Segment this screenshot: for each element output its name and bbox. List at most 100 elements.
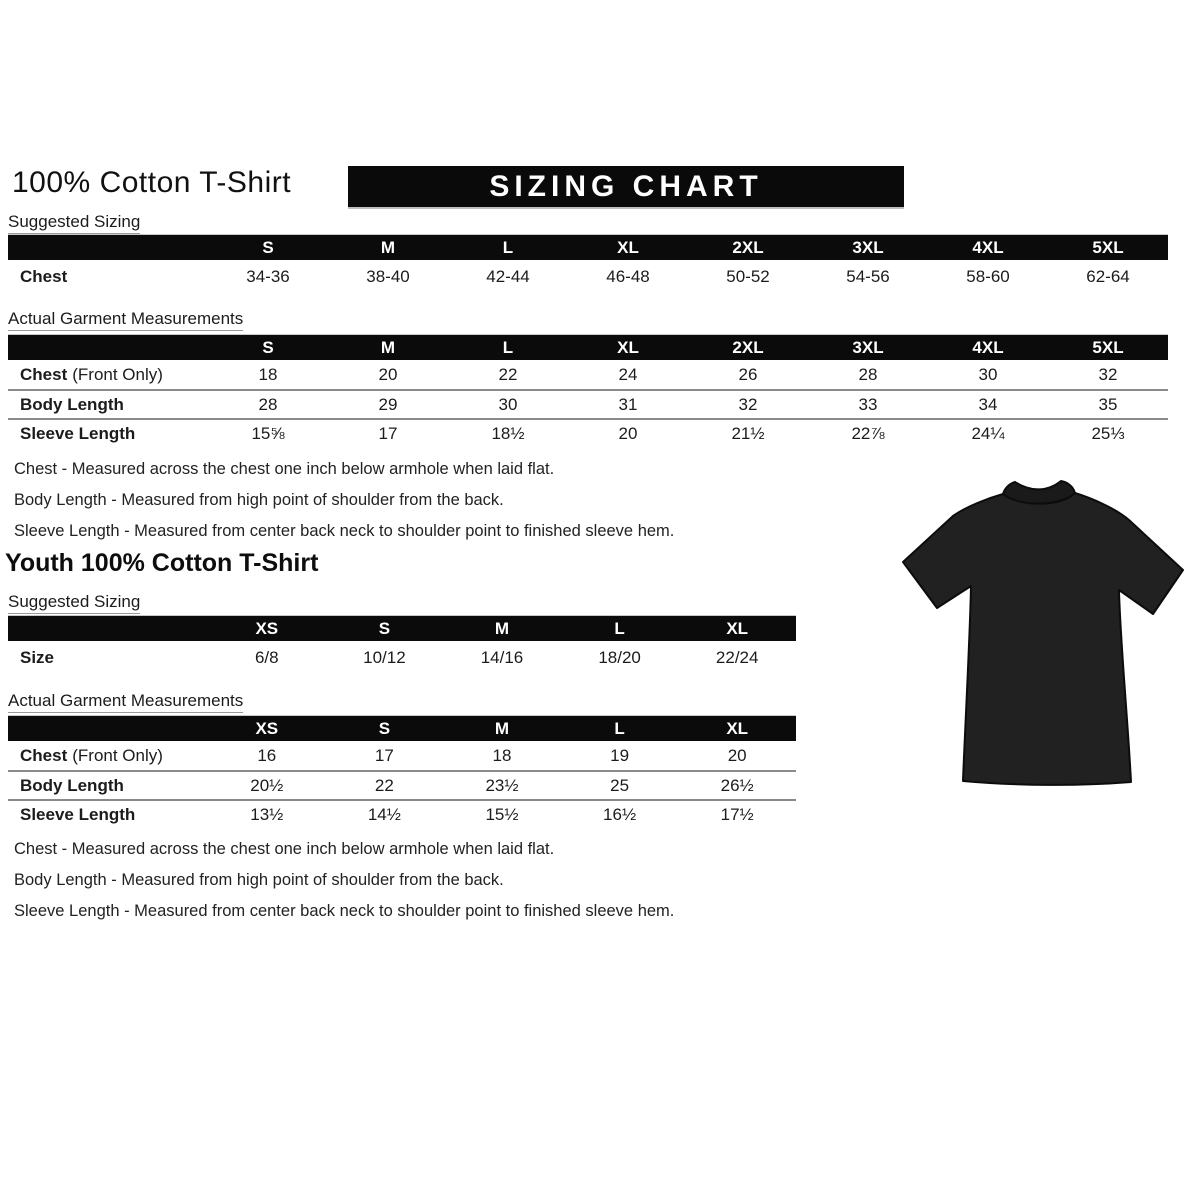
size-column-header: 5XL [1048, 235, 1168, 260]
measurement-value: 20½ [208, 770, 326, 799]
size-column-header: L [560, 716, 679, 741]
table-header-corner [8, 235, 208, 260]
measurement-value: 17 [374, 745, 394, 765]
table-header-corner [8, 335, 208, 360]
tshirt-icon [902, 479, 1184, 786]
size-column-header: XL [678, 716, 796, 741]
size-column-header: XL [678, 616, 796, 641]
size-column-header: S [325, 616, 444, 641]
measurement-value: 54-56 [846, 266, 890, 286]
row-label: Chest (Front Only) [20, 745, 163, 765]
measurement-value: 17 [328, 418, 448, 447]
measurement-value: 38-40 [366, 266, 410, 286]
size-column-header: 4XL [928, 335, 1048, 360]
adult-measurement-notes: Chest - Measured across the chest one in… [14, 454, 674, 547]
size-column-header: L [448, 235, 568, 260]
measurement-value: 62-64 [1086, 266, 1130, 286]
measurement-value: 16½ [560, 799, 679, 828]
row-label: Body Length [8, 389, 208, 418]
measurement-value: 30 [978, 364, 998, 384]
size-column-header: S [208, 235, 328, 260]
size-column-header: S [325, 716, 444, 741]
table-header-corner [8, 716, 208, 741]
size-column-header: 5XL [1048, 335, 1168, 360]
youth-suggested-sizing-table: XS S M L XL Size 6/8 10/12 14/16 18/20 22/24 [8, 615, 796, 674]
measurement-value: 26½ [678, 770, 796, 799]
measurement-value: 34-36 [246, 266, 290, 286]
black-tshirt-image [891, 478, 1191, 812]
measurement-value: 58-60 [966, 266, 1010, 286]
measurement-value: 13½ [208, 799, 326, 828]
row-label: Chest [20, 266, 68, 286]
measurement-note: Body Length - Measured from high point o… [14, 871, 504, 889]
adult-actual-measurements-label: Actual Garment Measurements [8, 309, 244, 331]
measurement-value: 10/12 [363, 647, 406, 667]
measurement-value: 35 [1048, 389, 1168, 418]
measurement-value: 16 [257, 745, 277, 765]
size-column-header: XS [208, 716, 326, 741]
adult-actual-measurements-table: S M L XL 2XL 3XL 4XL 5XL Chest (Front Only) 18 20 22… [8, 334, 1168, 447]
measurement-value: 15½ [443, 799, 561, 828]
size-column-header: M [443, 716, 561, 741]
size-column-header: L [560, 616, 679, 641]
measurement-value: 42-44 [486, 266, 530, 286]
measurement-note: Chest - Measured across the chest one in… [14, 460, 555, 478]
row-label: Sleeve Length [8, 799, 208, 828]
size-column-header: XL [568, 235, 688, 260]
measurement-value: 50-52 [726, 266, 770, 286]
page-title: 100% Cotton T-Shirt [12, 166, 292, 199]
measurement-value: 14/16 [480, 647, 524, 667]
measurement-value: 6/8 [254, 647, 279, 667]
tshirt-collar-shape [1001, 479, 1077, 505]
measurement-value: 20 [568, 418, 688, 447]
size-column-header: XL [568, 335, 688, 360]
measurement-note: Body Length - Measured from high point o… [14, 491, 504, 509]
sizing-chart-banner: SIZING CHART [348, 166, 904, 207]
row-label: Sleeve Length [8, 418, 208, 447]
measurement-value: 25 [560, 770, 679, 799]
measurement-value: 46-48 [606, 266, 650, 286]
measurement-value: 29 [328, 389, 448, 418]
adult-suggested-sizing-table: S M L XL 2XL 3XL 4XL 5XL Chest 34-36 38-40 42-44 46-… [8, 234, 1168, 293]
measurement-value: 18/20 [598, 647, 641, 667]
measurement-note: Chest - Measured across the chest one in… [14, 840, 555, 858]
measurement-note: Sleeve Length - Measured from center bac… [14, 902, 675, 920]
measurement-value: 20 [378, 364, 398, 384]
size-column-header: M [328, 335, 448, 360]
measurement-value: 30 [448, 389, 568, 418]
measurement-value: 22 [325, 770, 444, 799]
measurement-value: 18 [258, 364, 278, 384]
row-label: Size [20, 647, 55, 667]
measurement-value: 21½ [688, 418, 808, 447]
measurement-value: 24¼ [928, 418, 1048, 447]
size-column-header: M [443, 616, 561, 641]
measurement-value: 32 [1098, 364, 1118, 384]
measurement-value: 19 [610, 745, 630, 765]
measurement-value: 14½ [325, 799, 444, 828]
size-column-header: 4XL [928, 235, 1048, 260]
measurement-value: 25⅓ [1048, 418, 1168, 447]
row-label: Chest (Front Only) [20, 364, 163, 384]
measurement-value: 22/24 [715, 647, 759, 667]
measurement-value: 18 [492, 745, 512, 765]
measurement-value: 22⅞ [808, 418, 928, 447]
measurement-value: 18½ [448, 418, 568, 447]
size-column-header: 2XL [688, 235, 808, 260]
youth-actual-measurements-label: Actual Garment Measurements [8, 691, 244, 713]
measurement-value: 17½ [678, 799, 796, 828]
adult-suggested-sizing-label: Suggested Sizing [8, 212, 141, 234]
size-column-header: S [208, 335, 328, 360]
size-column-header: 3XL [808, 235, 928, 260]
measurement-note: Sleeve Length - Measured from center bac… [14, 522, 675, 540]
measurement-value: 32 [688, 389, 808, 418]
youth-measurement-notes: Chest - Measured across the chest one in… [14, 834, 674, 927]
measurement-value: 34 [928, 389, 1048, 418]
youth-section-title: Youth 100% Cotton T-Shirt [5, 549, 319, 577]
table-header-corner [8, 616, 208, 641]
size-column-header: 3XL [808, 335, 928, 360]
measurement-value: 28 [208, 389, 328, 418]
measurement-value: 20 [727, 745, 747, 765]
measurement-value: 24 [618, 364, 638, 384]
size-column-header: L [448, 335, 568, 360]
